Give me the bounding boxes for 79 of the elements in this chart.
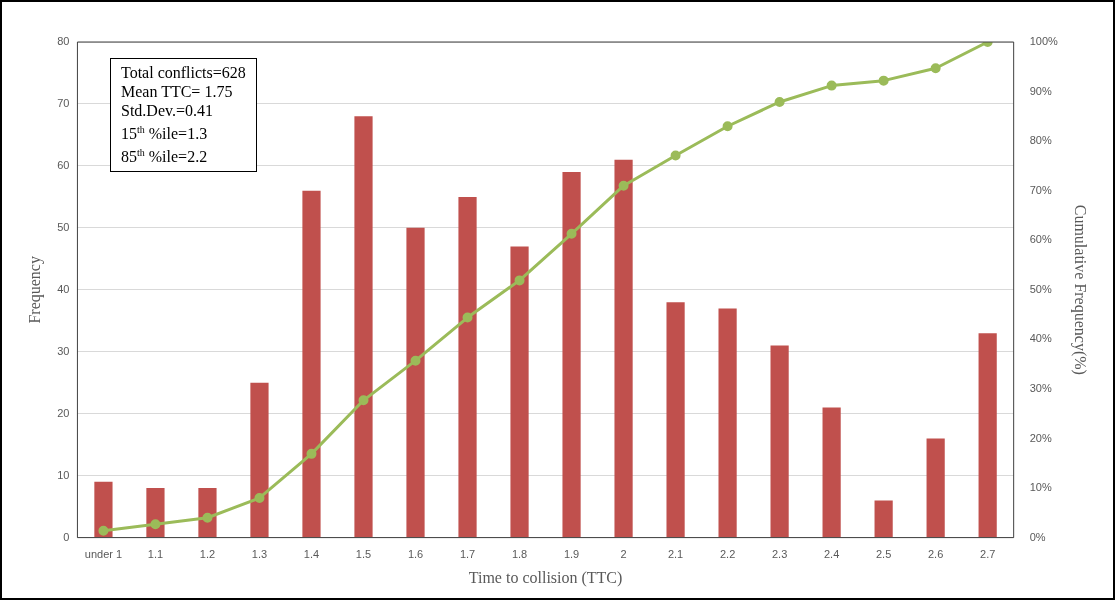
y-tick-label: 70 bbox=[57, 96, 70, 109]
point bbox=[358, 395, 369, 406]
annotation: 15$^{th}$ %ile=1.3 bbox=[121, 123, 209, 144]
bar bbox=[874, 500, 893, 538]
x-tick-label: 1.4 bbox=[303, 548, 320, 561]
annotation: 85$^{th}$ %ile=2.2 bbox=[121, 146, 209, 167]
y-tick-label: 40 bbox=[57, 282, 70, 295]
bar bbox=[562, 172, 581, 538]
y2-tick-label: 60% bbox=[1029, 233, 1052, 246]
y-tick-label: 30 bbox=[57, 344, 70, 357]
bar bbox=[978, 333, 997, 538]
point bbox=[98, 525, 109, 536]
bar bbox=[458, 196, 477, 538]
x-tick-label: under 1 bbox=[84, 548, 123, 561]
y2-tick-label: 90% bbox=[1029, 84, 1052, 97]
y2-tick-label: 40% bbox=[1029, 332, 1052, 345]
x-tick-label: 1.2 bbox=[199, 548, 216, 561]
bar bbox=[510, 246, 529, 538]
annotation: Total conflicts=628 bbox=[121, 63, 246, 82]
x-tick-label: 1.7 bbox=[459, 548, 476, 561]
bar bbox=[614, 159, 633, 538]
x-tick-label: 1.3 bbox=[251, 548, 268, 561]
bar bbox=[770, 345, 789, 538]
y-axis-title: Frequency bbox=[25, 256, 44, 324]
y2-tick-label: 30% bbox=[1029, 381, 1052, 394]
y-tick-label: 10 bbox=[57, 468, 70, 481]
bar bbox=[354, 116, 373, 538]
bar bbox=[94, 481, 113, 538]
annotation: Std.Dev.=0.41 bbox=[121, 101, 214, 120]
point bbox=[618, 180, 629, 191]
y2-tick-label: 50% bbox=[1029, 282, 1052, 295]
y2-tick-label: 70% bbox=[1029, 183, 1052, 196]
y-tick-label: 60 bbox=[57, 158, 70, 171]
bar bbox=[406, 227, 425, 538]
x-tick-label: 2.7 bbox=[980, 548, 996, 561]
point bbox=[722, 121, 733, 132]
point bbox=[514, 275, 525, 286]
bar bbox=[250, 382, 269, 538]
annotation: Mean TTC= 1.75 bbox=[121, 82, 234, 101]
point bbox=[566, 228, 577, 239]
x-tick-label: 2.6 bbox=[928, 548, 944, 561]
y2-tick-label: 10% bbox=[1029, 481, 1052, 494]
bar bbox=[822, 407, 841, 538]
point bbox=[670, 150, 681, 161]
point bbox=[254, 492, 265, 503]
y2-tick-label: 0% bbox=[1029, 530, 1046, 543]
bar bbox=[718, 308, 737, 538]
point bbox=[930, 63, 941, 74]
x-tick-label: 1.9 bbox=[563, 548, 580, 561]
point bbox=[826, 80, 837, 91]
point bbox=[878, 75, 889, 86]
point bbox=[774, 96, 785, 107]
y-tick-label: 50 bbox=[57, 220, 70, 233]
x-axis-title: Time to collision (TTC) bbox=[468, 568, 623, 587]
point bbox=[306, 448, 317, 459]
point bbox=[202, 512, 213, 523]
point bbox=[462, 312, 473, 323]
x-tick-label: 2.5 bbox=[875, 548, 892, 561]
y2-tick-label: 20% bbox=[1029, 431, 1052, 444]
bar bbox=[666, 302, 685, 538]
x-tick-label: 2.2 bbox=[719, 548, 736, 561]
y-tick-label: 0 bbox=[63, 530, 70, 543]
point bbox=[150, 519, 161, 530]
x-tick-label: 2.3 bbox=[771, 548, 788, 561]
x-tick-label: 1.5 bbox=[355, 548, 372, 561]
x-tick-label: 1.8 bbox=[511, 548, 528, 561]
bar bbox=[302, 190, 321, 538]
x-tick-label: 1.1 bbox=[147, 548, 164, 561]
y2-axis-title: Cumulative Frequency(%) bbox=[1071, 204, 1090, 375]
y-tick-label: 80 bbox=[57, 35, 70, 48]
y-tick-label: 20 bbox=[57, 406, 70, 419]
bar bbox=[926, 438, 945, 538]
point bbox=[410, 355, 421, 366]
x-tick-label: 2.1 bbox=[667, 548, 684, 561]
x-tick-label: 2 bbox=[620, 548, 627, 561]
x-tick-label: 2.4 bbox=[823, 548, 840, 561]
x-tick-label: 1.6 bbox=[407, 548, 424, 561]
y2-tick-label: 80% bbox=[1029, 134, 1052, 147]
y2-tick-label: 100% bbox=[1029, 35, 1059, 48]
